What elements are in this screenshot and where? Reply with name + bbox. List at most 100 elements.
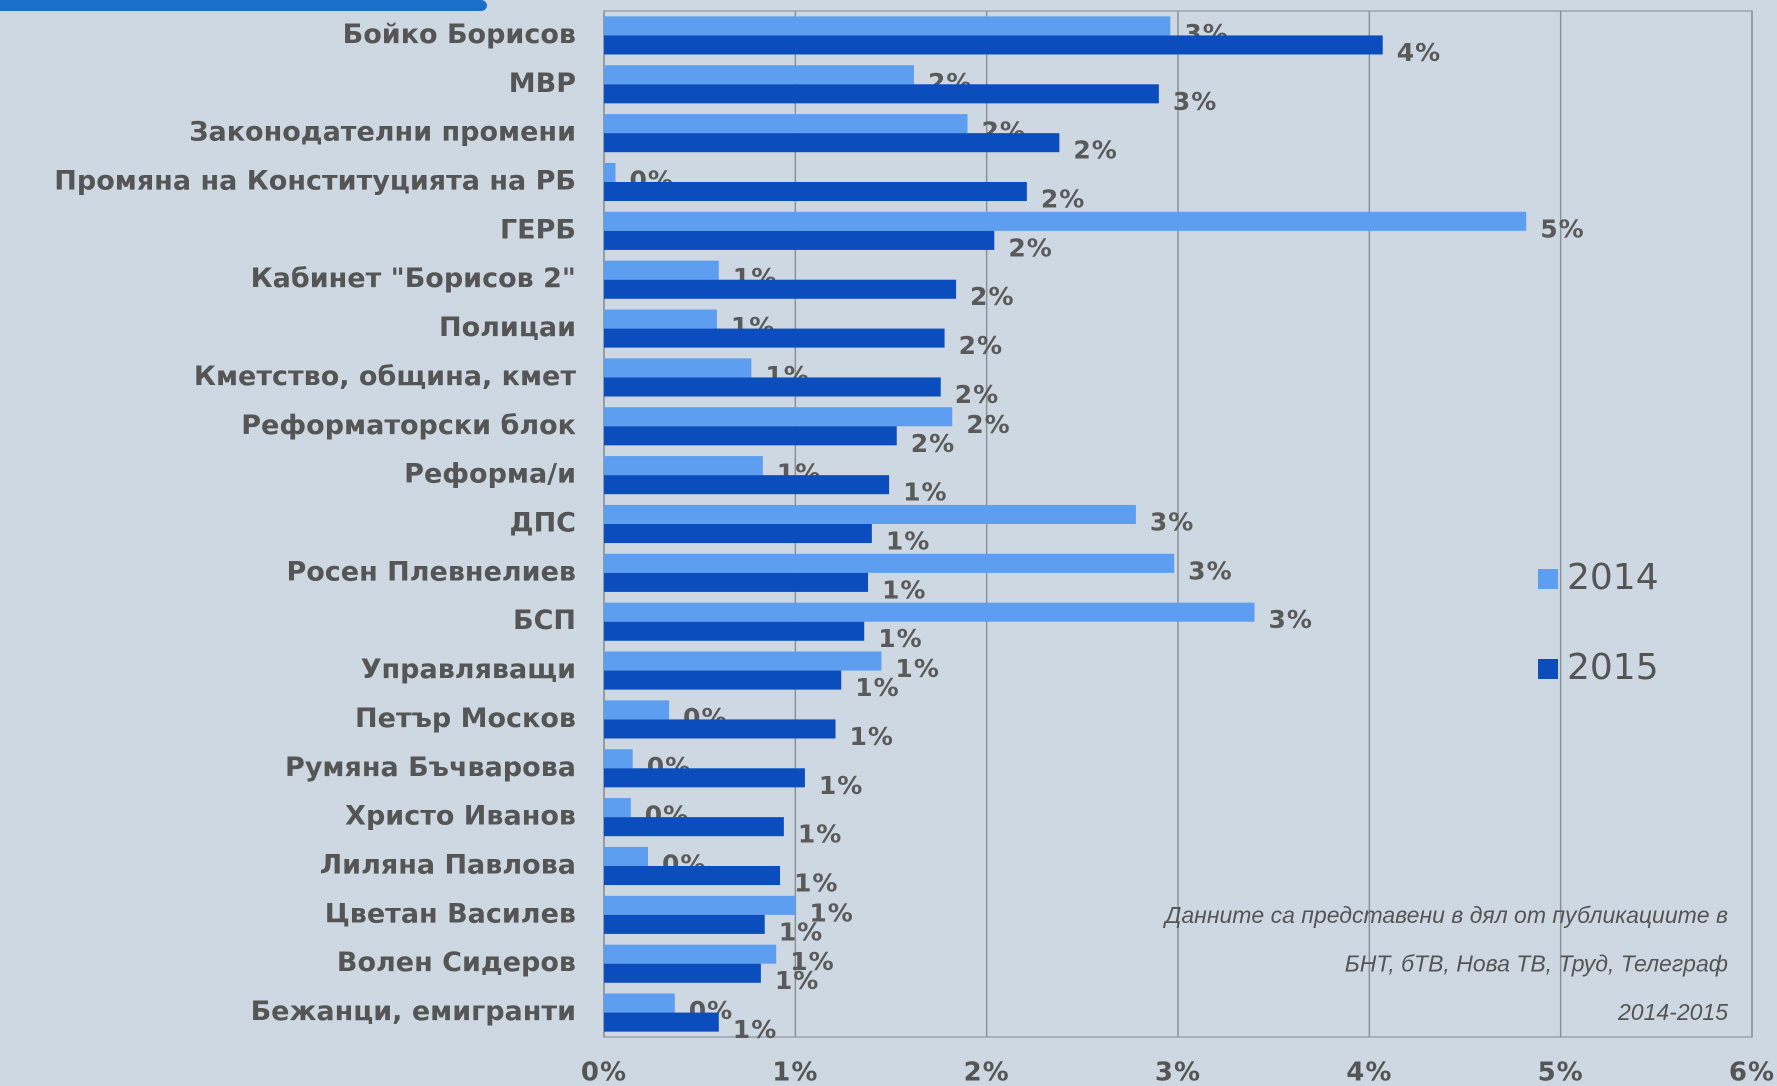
bar [604,572,869,592]
category-label: Цветан Василев [325,898,576,929]
bar [604,524,872,544]
category-label: Лиляна Павлова [320,850,576,881]
bar [604,993,675,1013]
bar [604,182,1027,202]
value-label: 2% [911,429,955,458]
bar [604,133,1060,153]
value-label: 1% [790,947,834,976]
bar [604,914,765,934]
category-label: ДПС [510,508,576,539]
bar [604,504,1136,524]
bar [604,651,882,671]
value-label: 1% [809,898,853,927]
bar [604,279,957,299]
value-label: 1% [733,1015,777,1044]
x-tick-label: 0% [581,1058,627,1086]
x-tick-label: 4% [1346,1058,1392,1086]
category-label: Полицаи [439,312,576,343]
bar [604,866,781,886]
category-label: Реформа/и [404,459,576,490]
category-label: Законодателни промени [189,117,576,148]
bar [604,260,719,280]
category-label: Реформаторски блок [241,410,576,441]
bar [604,162,616,182]
value-label: 3% [1173,87,1217,116]
bar [604,602,1255,622]
bar [604,963,761,983]
value-label: 1% [775,966,819,995]
bar [604,895,796,915]
bar [604,407,953,427]
bar [604,358,752,378]
value-label: 5% [1540,214,1584,243]
bar [604,211,1527,231]
bar [604,475,890,495]
value-label: 1% [794,869,838,898]
bar [604,817,784,837]
value-label: 2% [1041,185,1085,214]
bar [604,768,805,788]
value-label: 1% [903,478,947,507]
category-label: МВР [509,68,576,99]
header-accent [0,0,487,11]
annotation: 2014-2015 [1617,999,1728,1025]
value-label: 1% [895,654,939,683]
bar [604,84,1159,104]
bar [604,35,1383,55]
x-tick-label: 1% [772,1058,818,1086]
category-label: Бежанци, емигранти [251,996,576,1027]
category-label: Волен Сидеров [337,947,576,978]
category-label: Петър Москов [355,703,576,734]
category-label: Кабинет "Борисов 2" [251,263,576,294]
bar [604,309,717,329]
value-label: 4% [1397,38,1441,67]
value-label: 1% [779,917,823,946]
value-label: 2% [966,410,1010,439]
value-label: 1% [886,527,930,556]
bar [604,719,836,739]
category-label: Росен Плевнелиев [286,556,576,587]
bar [604,798,631,818]
bar [604,328,945,348]
value-label: 2% [970,282,1014,311]
bar [604,426,897,446]
category-label: Кметство, община, кмет [194,361,576,392]
bar [604,846,649,866]
bar [604,456,763,476]
bar [604,377,941,397]
category-label: Бойко Борисов [343,19,576,50]
bar [604,230,995,250]
value-label: 3% [1188,556,1232,585]
bar [604,670,842,690]
bar [604,16,1171,36]
value-label: 2% [1008,233,1052,262]
bar [604,749,633,769]
x-tick-label: 3% [1155,1058,1201,1086]
bar [604,65,914,85]
category-label: Румяна Бъчварова [285,752,576,783]
x-tick-label: 5% [1538,1058,1584,1086]
value-label: 1% [819,771,863,800]
x-tick-label: 6% [1729,1058,1775,1086]
legend-swatch [1538,659,1558,679]
value-label: 2% [1073,136,1117,165]
bar [604,621,865,641]
bar [604,114,968,134]
category-label: Управляващи [361,654,576,685]
value-label: 2% [955,380,999,409]
legend-label: 2014 [1567,557,1659,598]
annotation: Данните са представени в дял от публикац… [1162,902,1728,928]
category-label: Промяна на Конституцията на РБ [54,166,576,197]
legend-swatch [1538,569,1558,589]
bar [604,944,777,964]
annotation: БНТ, бТВ, Нова ТВ, Труд, Телеграф [1345,951,1728,977]
value-label: 1% [855,673,899,702]
legend-label: 2015 [1567,647,1659,688]
x-tick-label: 2% [964,1058,1010,1086]
bar [604,700,670,720]
category-label: ГЕРБ [500,214,576,245]
value-label: 1% [798,820,842,849]
value-label: 2% [959,331,1003,360]
